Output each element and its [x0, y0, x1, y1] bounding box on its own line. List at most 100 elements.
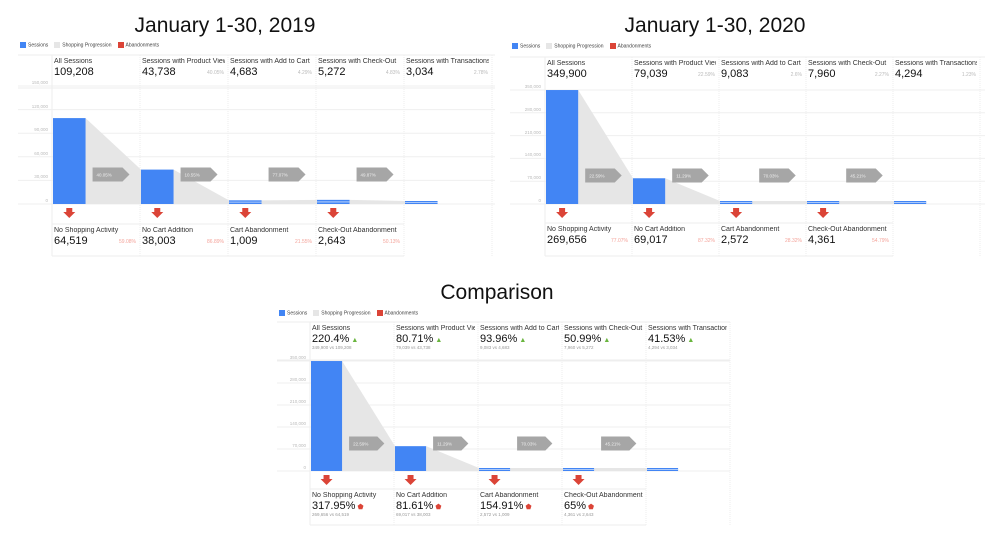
abandonment-cell[interactable]: Cart Abandonment 2,572 28.32%	[719, 223, 806, 256]
stage-cell[interactable]: All Sessions 349,900	[545, 57, 632, 90]
y-tick-label: 140,000	[289, 421, 306, 426]
stage-value-text: 349,900	[547, 68, 587, 80]
stage-cell[interactable]: Sessions with Add to Cart 9,083 2.6%	[719, 57, 806, 90]
progression-rate-arrow	[92, 167, 130, 182]
progression-rate-arrow	[268, 167, 306, 182]
stage-cell[interactable]: All Sessions 109,208	[52, 55, 140, 88]
stage-cell[interactable]: Sessions with Check-Out 5,272 4.83%	[316, 55, 404, 88]
trend-up-icon: ▲	[351, 337, 359, 344]
progression-rate-label: 22.59%	[589, 174, 604, 179]
shopping-progression-area	[578, 90, 633, 204]
stage-label: Sessions with Check-Out	[808, 60, 887, 67]
legend-item[interactable]: Sessions	[279, 310, 307, 316]
y-tick-label: 70,000	[292, 443, 306, 448]
abandonment-cell[interactable]: Cart Abandonment 1,009 21.55%	[228, 224, 316, 256]
stage-label: Sessions with Transactions	[406, 58, 489, 65]
shopping-progression-area	[342, 361, 395, 471]
comparison-subtext: 269,656 vs 64,519	[312, 512, 350, 517]
stage-value-text: 4,361	[808, 234, 836, 246]
stage-value: 81.61% ⬟	[396, 500, 475, 512]
legend-item[interactable]: Sessions	[512, 43, 540, 49]
comparison-subtext: 2,572 vs 1,009	[480, 512, 510, 517]
stage-percentage: 59.08%	[119, 239, 136, 245]
legend-label: Abandonments	[125, 42, 160, 49]
stage-value-text: 5,272	[318, 66, 346, 78]
abandonment-cell[interactable]: No Shopping Activity 64,519 59.08%	[52, 224, 140, 256]
abandonment-cell[interactable]: No Cart Addition 38,003 86.89%	[140, 224, 228, 256]
abandonment-cell[interactable]: No Cart Addition 81.61% ⬟ 69,017 vs 38,003	[394, 489, 478, 525]
legend-item[interactable]: Sessions	[20, 42, 48, 48]
abandonment-arrow-icon	[643, 208, 656, 218]
abandonment-arrow-icon	[151, 208, 164, 218]
stage-cell[interactable]: Sessions with Check-Out 7,960 2.27%	[806, 57, 893, 90]
stage-cell[interactable]: Sessions with Product Views 79,039 22.59%	[632, 57, 719, 90]
progression-rate-arrow	[433, 436, 469, 451]
stage-label: All Sessions	[547, 60, 586, 67]
abandonment-cell[interactable]: Cart Abandonment 154.91% ⬟ 2,572 vs 1,009	[478, 489, 562, 525]
progression-rate-arrow	[672, 168, 709, 183]
abandonment-cell[interactable]: Check-Out Abandonment 4,361 54.79%	[806, 223, 893, 256]
stage-value: 4,294	[895, 68, 977, 80]
stage-value: 80.71% ▲	[396, 333, 475, 345]
progression-rate-label: 45.21%	[605, 442, 620, 447]
stage-cell[interactable]: Sessions with Product Views80.71%▲79,039…	[394, 322, 478, 360]
y-tick-label: 140,000	[524, 152, 541, 158]
trend-up-icon: ▲	[435, 337, 443, 344]
stage-label: Cart Abandonment	[721, 226, 780, 233]
sessions-bar	[395, 446, 427, 471]
stage-cell[interactable]: Sessions with Check-Out 50.99% ▲ 7,960 vs 5…	[562, 322, 646, 360]
legend-item[interactable]: Abandonments	[376, 310, 418, 316]
stage-value-text: 81.61%	[396, 500, 434, 512]
shopping-progression-area	[510, 468, 563, 471]
abandonment-arrow-icon	[63, 208, 76, 218]
stage-cell[interactable]: Sessions with Product Views 43,738 40.05%	[140, 55, 228, 88]
stage-value: 269,656	[547, 234, 629, 246]
stage-value-text: 154.91%	[480, 500, 524, 512]
stage-cell[interactable]: Sessions with Add to Cart 93.96% ▲ 9,083 vs…	[478, 322, 562, 360]
legend-item[interactable]: Abandonments	[117, 42, 160, 49]
y-tick-label: 210,000	[289, 399, 306, 404]
stage-percentage: 28.32%	[785, 238, 802, 244]
funnel-chart: 22.59% 11.29% 70.03% 45.21%	[277, 321, 731, 526]
legend-swatch	[376, 310, 383, 316]
abandonment-cell[interactable]: Check-Out Abandonment 2,643 50.13%	[316, 224, 404, 256]
y-tick-label: 210,000	[524, 129, 541, 135]
stage-value: 4,361	[808, 234, 890, 246]
stage-value: 3,034	[406, 66, 489, 78]
stage-cell[interactable]: Sessions with Add to Cart 4,683 4.29%	[228, 55, 316, 88]
stage-value: 9,083	[721, 68, 803, 80]
panel-title: Comparison	[440, 281, 554, 304]
stage-value-text: 9,083	[721, 68, 749, 80]
legend-item[interactable]: Abandonments	[609, 43, 651, 49]
comparison-subtext: 69,017 vs 38,003	[396, 512, 431, 517]
stage-cell[interactable]: All Sessions 220.4% ▲ 349,900 vs 109,208	[310, 322, 394, 360]
abandonment-cell[interactable]: No Shopping Activity 317.95% ⬟ 269,656 vs 6…	[310, 489, 394, 525]
stage-label: Sessions with Check-Out	[564, 325, 643, 332]
legend-item[interactable]: Shopping Progression	[313, 310, 371, 316]
stage-value: 79,039	[634, 68, 716, 80]
stage-value: 69,017	[634, 234, 716, 246]
stage-percentage: 54.79%	[872, 238, 889, 244]
comparison-subtext: 4,361 vs 2,643	[564, 512, 594, 517]
sessions-bar	[311, 361, 343, 471]
shopping-progression-area	[426, 446, 479, 471]
stage-value: 43,738	[142, 66, 225, 78]
legend-item[interactable]: Shopping Progression	[54, 42, 112, 48]
progression-rate-label: 70.03%	[763, 174, 778, 179]
stage-cell[interactable]: Sessions with Transactions 41.53% ▲ 4,294 v…	[646, 322, 730, 360]
stage-cell[interactable]: Sessions with Transactions 3,034 2.78%	[404, 55, 492, 88]
shopping-progression-area	[261, 199, 317, 204]
stage-cell[interactable]: Sessions with Transactions 4,294 1.23%	[893, 57, 980, 90]
legend-swatch	[546, 43, 553, 49]
stage-value-text: 4,294	[895, 68, 923, 80]
legend-item[interactable]: Shopping Progression	[546, 43, 604, 49]
legend-swatch	[54, 42, 61, 48]
stage-value: 65% ⬟	[564, 500, 643, 512]
shopping-progression-area	[752, 201, 807, 204]
stage-value-text: 269,656	[547, 234, 587, 246]
abandonment-cell[interactable]: No Shopping Activity 269,656 77.07%	[545, 223, 632, 256]
stage-value-text: 3,034	[406, 66, 434, 78]
stage-value-text: 50.99%	[564, 333, 602, 345]
abandonment-cell[interactable]: No Cart Addition 69,017 87.32%	[632, 223, 719, 256]
abandonment-cell[interactable]: Check-Out Abandonment 65% ⬟ 4,361 vs 2,643	[562, 489, 646, 525]
